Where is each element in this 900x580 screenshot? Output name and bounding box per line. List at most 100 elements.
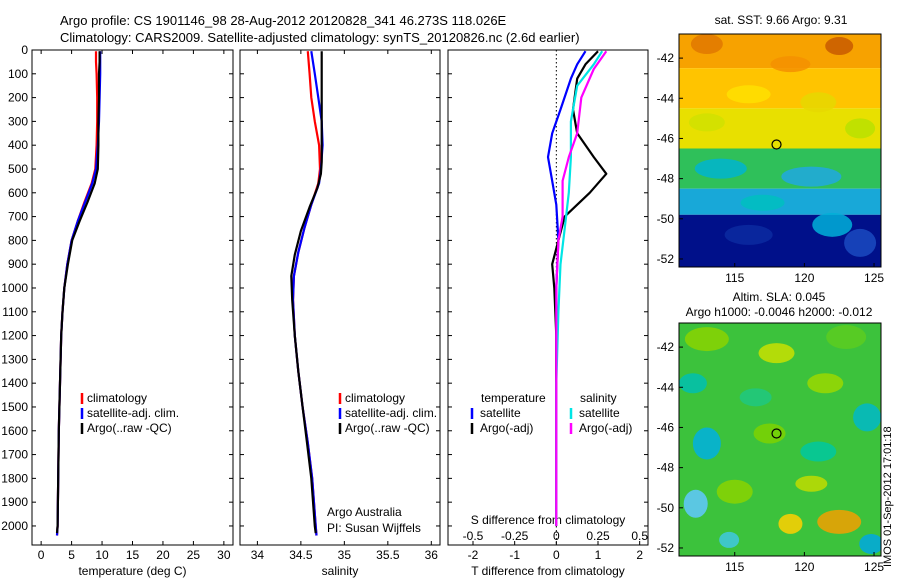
map-lat-tick-label: -42 [657, 340, 675, 354]
depth-tick-label: 400 [8, 138, 28, 152]
temperature-tick-label: 10 [95, 548, 109, 562]
depth-tick-label: 1500 [1, 400, 28, 414]
sla-patch [807, 373, 844, 394]
sst-patch [726, 85, 771, 104]
map-lat-tick-label: -46 [657, 131, 675, 145]
map-lat-tick-label: -44 [657, 91, 675, 105]
legend-label: Argo(..raw -QC) [87, 421, 172, 435]
depth-tick-label: 900 [8, 257, 28, 271]
map-lat-tick-label: -46 [657, 420, 675, 434]
annotation-line-2: PI: Susan Wijffels [327, 521, 421, 535]
sst-patch [688, 113, 725, 132]
temperature-tick-label: 15 [126, 548, 140, 562]
depth-tick-label: 1100 [2, 305, 28, 319]
sla-patch [684, 327, 729, 352]
map-frame-2 [678, 322, 882, 557]
salinity-panel-frame [239, 49, 441, 546]
sst-patch [740, 194, 785, 211]
series-line-0 [291, 51, 322, 536]
sst-patch [694, 158, 747, 179]
sst-patch [812, 212, 853, 237]
sdiff-tick-label: -0.25 [501, 529, 529, 543]
depth-tick-label: 200 [8, 91, 28, 105]
series-line-2 [290, 51, 323, 534]
map-lon-tick-label: 120 [794, 271, 814, 285]
argo-location-marker [771, 139, 782, 150]
sst-patch [781, 166, 842, 187]
map-lat-tick-label: -50 [657, 212, 675, 226]
sla-patch [826, 325, 867, 350]
map-lat-tick-label: -44 [657, 380, 675, 394]
sst-patch [724, 224, 773, 245]
temperature-tick-label: 30 [217, 548, 231, 562]
depth-tick-label: 1300 [1, 352, 28, 366]
map-lon-tick-label: 125 [864, 560, 884, 574]
map-lat-tick-label: -42 [657, 51, 675, 65]
legend-label: Argo(-adj) [480, 421, 533, 435]
sst-band [679, 68, 881, 109]
tdiff-tick-label: 1 [595, 548, 602, 562]
annotation-line-1: Argo Australia [327, 505, 402, 519]
legend-label: Argo(..raw -QC) [345, 421, 430, 435]
series-line-3 [555, 50, 608, 526]
map-frame-1 [678, 33, 882, 268]
depth-tick-label: 1700 [1, 448, 28, 462]
sla-patch [719, 531, 740, 548]
map-lon-tick-label: 120 [794, 560, 814, 574]
depth-tick-label: 700 [8, 210, 28, 224]
header-line-1: Argo profile: CS 1901146_98 28-Aug-2012 … [60, 13, 507, 28]
depth-tick-label: 1000 [1, 281, 28, 295]
sla-patch [758, 343, 795, 364]
sdiff-tick-label: 0.25 [586, 529, 610, 543]
map-lon-tick-label: 125 [864, 271, 884, 285]
legend-label: climatology [345, 391, 405, 405]
sla-patch [739, 388, 772, 407]
map-lat-tick-label: -52 [657, 541, 675, 555]
temperature-tick-label: 25 [187, 548, 201, 562]
sla-map-title: Altim. SLA: 0.045 [733, 290, 826, 304]
argo-location-marker [771, 428, 782, 439]
sst-patch [770, 56, 811, 73]
legend-group-title: temperature [481, 391, 546, 405]
depth-tick-label: 0 [21, 43, 28, 57]
temperature-tick-label: 20 [156, 548, 170, 562]
credit-text: IMOS 01-Sep-2012 17:01:18 [882, 426, 894, 567]
sdiff-tick-label: -0.5 [463, 529, 484, 543]
sst-patch [844, 228, 877, 257]
map-lat-tick-label: -48 [657, 172, 675, 186]
legend-label: climatology [87, 391, 147, 405]
sla-patch [679, 373, 707, 394]
sla-patch [800, 441, 837, 462]
salinity-tick-label: 35.5 [376, 548, 400, 562]
header-line-2: Climatology: CARS2009. Satellite-adjuste… [60, 30, 580, 45]
tdiff-tick-label: 0 [553, 548, 560, 562]
temperature-tick-label: 0 [38, 548, 45, 562]
legend-group-title: salinity [580, 391, 617, 405]
sla-patch [753, 423, 786, 444]
legend-label: satellite [480, 406, 521, 420]
sla-patch [853, 403, 881, 432]
tdiff-tick-label: -2 [468, 548, 479, 562]
legend-label: satellite [579, 406, 620, 420]
map-lat-tick-label: -48 [657, 461, 675, 475]
legend-label: satellite-adj. clim. [345, 406, 437, 420]
depth-tick-label: 1400 [1, 376, 28, 390]
map-lon-tick-label: 115 [725, 560, 744, 574]
sst-patch [845, 118, 876, 139]
sla-patch [683, 489, 708, 518]
depth-tick-label: 500 [8, 162, 28, 176]
sla-patch [859, 533, 881, 554]
salinity-axis-label: salinity [322, 564, 359, 578]
sst-map-title: sat. SST: 9.66 Argo: 9.31 [715, 13, 848, 27]
sla-map-subtitle: Argo h1000: -0.0046 h2000: -0.012 [686, 305, 873, 319]
sla-patch [795, 475, 828, 492]
sla-patch [817, 509, 862, 534]
depth-tick-label: 1600 [1, 424, 28, 438]
depth-tick-label: 1800 [1, 471, 28, 485]
depth-tick-label: 800 [8, 233, 28, 247]
tdiff-tick-label: -1 [509, 548, 520, 562]
tdiff-axis-label: T difference from climatology [471, 564, 625, 578]
map-lon-tick-label: 115 [725, 271, 744, 285]
depth-tick-label: 300 [8, 114, 28, 128]
